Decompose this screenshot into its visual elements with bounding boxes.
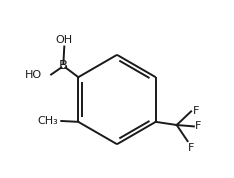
Text: F: F <box>193 106 199 116</box>
Text: F: F <box>195 121 202 131</box>
Text: HO: HO <box>25 70 42 80</box>
Text: CH₃: CH₃ <box>37 116 58 126</box>
Text: F: F <box>188 143 195 153</box>
Text: B: B <box>59 59 68 72</box>
Text: OH: OH <box>56 35 73 45</box>
